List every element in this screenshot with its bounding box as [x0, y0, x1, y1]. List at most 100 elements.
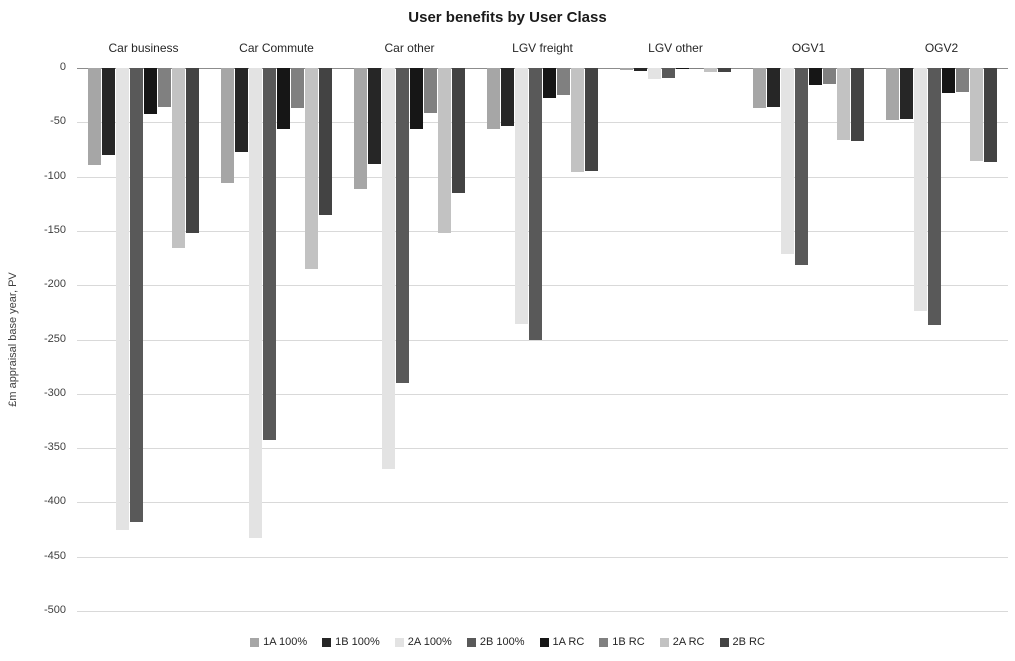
category-label: LGV freight: [512, 41, 573, 55]
bar: [584, 68, 598, 172]
bar: [451, 68, 465, 193]
bar: [675, 68, 689, 70]
legend-label: 2A 100%: [407, 636, 452, 648]
bar: [780, 68, 794, 254]
bar: [885, 68, 899, 121]
gridline: [77, 556, 1008, 558]
gridline: [77, 448, 1008, 450]
bar: [185, 68, 199, 234]
legend-swatch: [719, 637, 729, 647]
legend-swatch: [322, 637, 332, 647]
legend: 1A 100% 1B 100% 2A 100% 2B 100% 1A RC 1B RC 2A…: [0, 636, 1015, 648]
bar: [101, 68, 115, 155]
y-tick-label: 0: [59, 61, 66, 73]
legend-swatch: [659, 637, 669, 647]
legend-label: 2B 100%: [479, 636, 525, 648]
y-tick-label: -450: [43, 549, 66, 562]
bar: [556, 68, 570, 96]
gridline: [77, 122, 1008, 124]
bar: [171, 68, 185, 249]
bar: [486, 68, 500, 129]
legend-swatch: [394, 637, 404, 647]
bar: [542, 68, 556, 99]
gridline: [77, 393, 1008, 395]
bar: [969, 68, 983, 162]
bar: [409, 68, 423, 129]
category-label: Car other: [384, 41, 435, 55]
bar: [500, 68, 514, 126]
legend-item: 1B RC: [599, 636, 645, 648]
y-tick-label: -400: [43, 495, 66, 508]
y-tick-label: -150: [43, 223, 66, 236]
gridline: [77, 502, 1008, 504]
bar: [262, 68, 276, 441]
bar: [766, 68, 780, 108]
bar: [276, 68, 290, 129]
y-tick-label: -350: [43, 441, 66, 454]
bar: [143, 68, 157, 114]
legend-label: 2A RC: [672, 636, 705, 648]
bar: [689, 68, 703, 70]
bar: [234, 68, 248, 152]
category-label: OGV2: [924, 41, 959, 55]
bar: [381, 68, 395, 469]
gridline: [77, 339, 1008, 341]
bar: [220, 68, 234, 184]
bar: [115, 68, 129, 530]
bar: [619, 68, 633, 71]
legend-item: 2B 100%: [466, 636, 525, 648]
bar: [717, 68, 731, 73]
plot-area: [77, 68, 1008, 612]
bar: [570, 68, 584, 173]
bar: [248, 68, 262, 539]
category-label: Car Commute: [239, 41, 314, 55]
category-label: OGV1: [791, 41, 826, 55]
bar: [304, 68, 318, 269]
legend-item: 2A RC: [659, 636, 705, 648]
legend-item: 2B RC: [719, 636, 765, 648]
bar: [941, 68, 955, 93]
bar: [647, 68, 661, 79]
y-tick-label: -500: [43, 604, 66, 616]
legend-swatch: [250, 637, 260, 647]
bar: [752, 68, 766, 109]
bar: [983, 68, 997, 163]
legend-item: 2A 100%: [394, 636, 452, 648]
bar: [87, 68, 101, 165]
bar: [913, 68, 927, 312]
gridline: [77, 230, 1008, 232]
bar: [367, 68, 381, 164]
bar: [633, 68, 647, 72]
legend-item: 1B 100%: [322, 636, 380, 648]
bar: [353, 68, 367, 189]
legend-label: 2B RC: [732, 636, 765, 648]
bar: [794, 68, 808, 265]
bar: [850, 68, 864, 141]
category-label: Car business: [108, 41, 179, 55]
gridline: [77, 611, 1008, 612]
gridline: [77, 176, 1008, 178]
bar: [157, 68, 171, 108]
bar: [927, 68, 941, 326]
legend-label: 1B 100%: [335, 636, 380, 648]
bar: [822, 68, 836, 85]
bar: [514, 68, 528, 325]
legend-label: 1B RC: [612, 636, 645, 648]
gridline: [77, 285, 1008, 287]
bar: [423, 68, 437, 113]
legend-swatch: [466, 637, 476, 647]
legend-item: 1A 100%: [250, 636, 307, 648]
y-tick-label: -250: [43, 332, 66, 345]
legend-swatch: [539, 637, 549, 647]
bar: [290, 68, 304, 109]
bar: [836, 68, 850, 140]
legend-label: 1A RC: [552, 636, 585, 648]
legend-label: 1A 100%: [263, 636, 308, 648]
bar: [661, 68, 675, 78]
category-label: LGV other: [648, 41, 703, 55]
legend-swatch: [599, 637, 609, 647]
bar: [808, 68, 822, 86]
bar: [899, 68, 913, 120]
bar: [703, 68, 717, 73]
